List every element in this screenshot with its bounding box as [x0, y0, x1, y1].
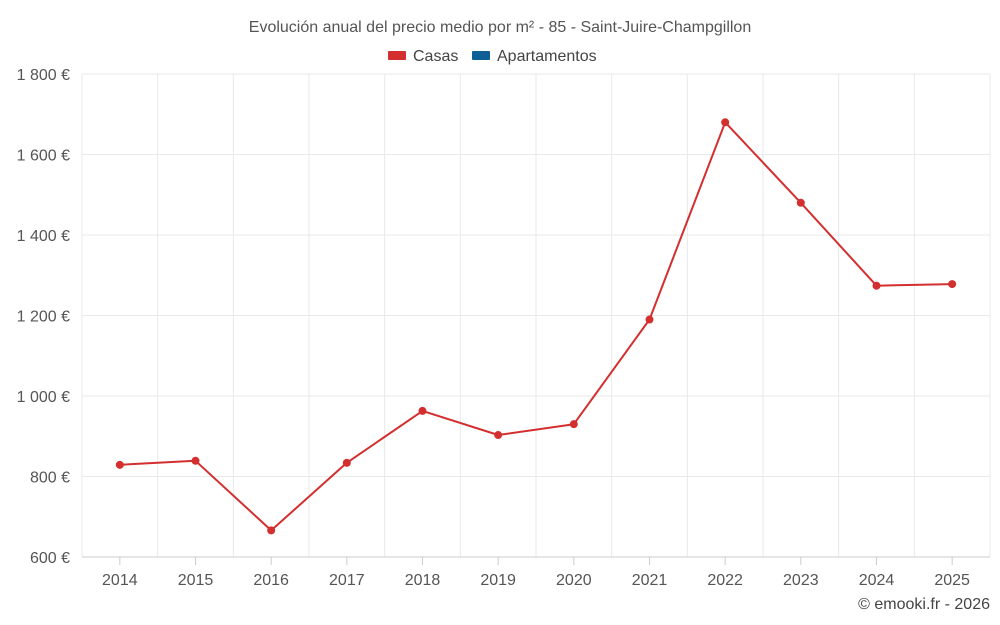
x-tick-label: 2023	[783, 572, 819, 589]
y-tick-label: 1 200 €	[17, 309, 70, 326]
x-tick-label: 2018	[405, 572, 441, 589]
x-tick-label: 2020	[556, 572, 592, 589]
legend-swatch-apartamentos	[472, 51, 490, 60]
y-tick-label: 600 €	[30, 550, 70, 567]
x-tick-label: 2025	[934, 572, 970, 589]
y-tick-label: 1 800 €	[17, 67, 70, 84]
y-tick-label: 800 €	[30, 470, 70, 487]
y-tick-label: 1 400 €	[17, 228, 70, 245]
data-point-casas[interactable]	[494, 431, 503, 440]
x-tick-label: 2019	[480, 572, 516, 589]
legend-item-apartamentos[interactable]: Apartamentos	[472, 48, 597, 65]
x-tick-label: 2016	[253, 572, 289, 589]
x-tick-label: 2014	[102, 572, 138, 589]
data-point-casas[interactable]	[191, 456, 200, 465]
y-tick-label: 1 000 €	[17, 389, 70, 406]
chart-title: Evolución anual del precio medio por m² …	[249, 19, 751, 36]
legend: Casas Apartamentos	[388, 48, 597, 65]
data-point-casas[interactable]	[948, 280, 957, 289]
x-tick-label: 2024	[859, 572, 895, 589]
data-point-casas[interactable]	[115, 460, 124, 469]
data-point-casas[interactable]	[342, 458, 351, 467]
data-point-casas[interactable]	[796, 198, 805, 207]
data-point-casas[interactable]	[645, 315, 654, 324]
series-casas	[115, 118, 957, 535]
data-point-casas[interactable]	[267, 526, 276, 535]
legend-label-casas: Casas	[413, 48, 458, 65]
x-tick-label: 2015	[178, 572, 214, 589]
series-line-casas	[119, 121, 953, 532]
legend-label-apartamentos: Apartamentos	[497, 48, 597, 65]
x-tick-label: 2022	[707, 572, 743, 589]
y-axis: 600 € 800 € 1 000 € 1 200 € 1 400 € 1 600 € 1 …	[17, 67, 70, 567]
data-point-casas[interactable]	[418, 406, 427, 415]
x-tick-label: 2021	[632, 572, 668, 589]
legend-item-casas[interactable]: Casas	[388, 48, 458, 65]
data-point-casas[interactable]	[569, 420, 578, 429]
x-tick-label: 2017	[329, 572, 365, 589]
y-tick-label: 1 600 €	[17, 148, 70, 165]
data-point-casas[interactable]	[721, 118, 730, 127]
x-axis: 2014 2015 2016 2017 2018 2019 2020 2021 2022 2023…	[82, 556, 990, 589]
legend-swatch-casas	[388, 51, 406, 60]
data-point-casas[interactable]	[872, 281, 881, 290]
credit-text: © emooki.fr - 2026	[858, 596, 990, 613]
x-gridlines	[81, 74, 991, 557]
